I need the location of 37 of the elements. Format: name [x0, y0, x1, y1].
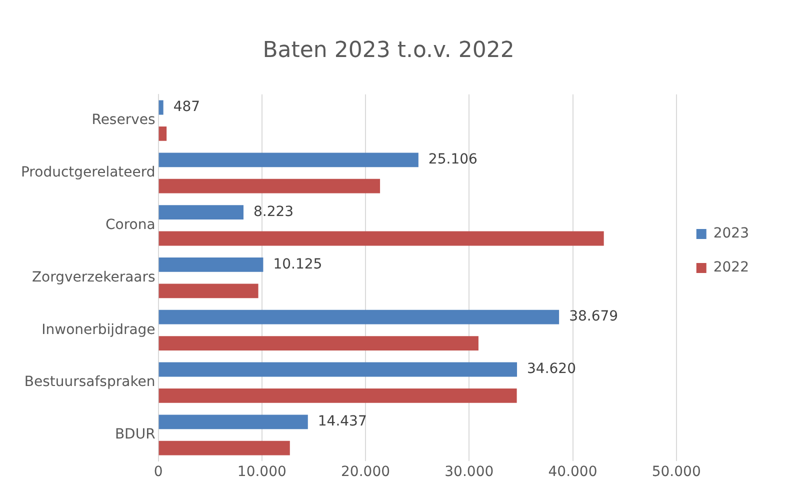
bar [158, 100, 164, 115]
y-tick-label: Corona [105, 217, 156, 234]
data-label: 487 [173, 99, 200, 116]
bar [158, 440, 290, 456]
x-tick-label: 20.000 [341, 464, 390, 480]
data-label: 34.620 [527, 361, 576, 378]
bar [158, 126, 167, 141]
data-label: 10.125 [273, 256, 322, 272]
bar [158, 257, 264, 272]
bar [158, 178, 380, 194]
bar [158, 284, 258, 298]
x-tick-label: 10.000 [237, 464, 286, 480]
legend-label: 2023 [713, 226, 750, 242]
y-tick-label: BDUR [114, 426, 156, 443]
y-tick-label: Zorgverzekeraars [32, 269, 156, 286]
x-tick-label: 40.000 [548, 464, 598, 480]
bar [158, 388, 517, 403]
x-tick-label: 30.000 [444, 464, 494, 480]
legend-label: 2022 [713, 260, 750, 276]
y-tick-label: Reserves [92, 112, 156, 128]
data-label: 38.679 [569, 308, 618, 325]
bar [158, 152, 418, 168]
data-label: 25.106 [428, 152, 478, 168]
bar [158, 362, 518, 377]
y-tick-label: Bestuursafspraken [24, 374, 156, 390]
bar [158, 231, 604, 246]
bar [158, 205, 244, 220]
bar [158, 414, 308, 430]
x-tick-label: 50.000 [652, 464, 701, 480]
bar [158, 310, 560, 324]
bar [158, 336, 478, 351]
chart-title: Baten 2023 t.o.v. 2022 [262, 38, 514, 63]
data-label: 8.223 [254, 204, 294, 220]
x-tick-label: 0 [154, 464, 163, 480]
y-tick-label: Inwonerbijdrage [42, 322, 156, 338]
y-tick-label: Productgerelateerd [20, 164, 156, 181]
data-label: 14.437 [318, 414, 367, 430]
